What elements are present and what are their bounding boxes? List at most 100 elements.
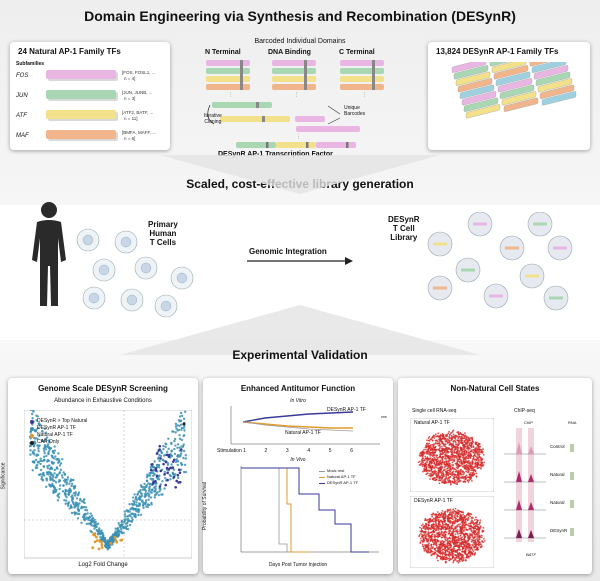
umap-desynr-label: DESynR AP-1 TF [414, 498, 453, 504]
umap-natural [410, 418, 494, 492]
screening-subtitle: Abundance in Exhaustive Conditions [54, 398, 152, 404]
human-silhouette-icon [32, 202, 66, 306]
family-name: JUN [16, 93, 28, 99]
c-terminal-domains [340, 60, 384, 90]
scrna-label: Single cell RNA-seq [412, 408, 457, 414]
domain-cloning-diagram: ⋮ ⋮ ⋮ ⋮ [206, 60, 384, 148]
family-members: [FOS, FOSL1, ... [122, 70, 156, 75]
funnel-shapes [120, 155, 480, 355]
legend-dot-icon [30, 419, 34, 424]
family-count: n = 6] [124, 136, 136, 141]
stimulation-tick: 1 [243, 448, 246, 454]
iterative-cloning-label: Iterative Cloning [204, 113, 222, 125]
unique-barcodes-label: Unique Barcodes [344, 105, 366, 117]
chip-row-label: DESynR [550, 528, 568, 533]
screening-panel: Genome Scale DESynR Screening Abundance … [0, 378, 198, 574]
family-domain-bar [46, 110, 116, 119]
survival-chart [240, 466, 379, 553]
library-cells-illustration [427, 212, 573, 311]
n-terminal-label: N Terminal [205, 49, 241, 56]
volcano-plot [24, 410, 192, 559]
family-name: FOS [16, 73, 29, 79]
legend-line-icon [319, 470, 325, 472]
validation-label: Experimental Validation [232, 348, 368, 362]
stimulation-tick: 2 [264, 448, 268, 454]
survival-xlabel: Days Post Tumor Injection [268, 562, 328, 568]
vivo-legend-entry: Mock rest [319, 468, 358, 474]
family-name: ATF [16, 113, 27, 119]
stimulation-tick: 3 [285, 448, 289, 454]
family-members: [BMFA, MAFF, ... [122, 130, 157, 135]
svg-text:⋮: ⋮ [228, 92, 233, 98]
antitumor-title: Enhanced Antitumor Function [240, 384, 356, 393]
chip-tracks [504, 428, 574, 542]
dna-binding-domains [272, 60, 316, 90]
dna-binding-label: DNA Binding [268, 49, 311, 56]
stimulation-tick: 5 [328, 448, 332, 454]
stimulation-tick: 4 [307, 448, 311, 454]
barcoded-label: Barcoded Individual Domains [254, 38, 346, 45]
screening-xlabel: Log2 Fold Change [78, 562, 128, 568]
stacked-library-illustration [451, 62, 577, 119]
legend-dot-icon [30, 440, 34, 445]
family-count: n = 4] [124, 76, 136, 81]
stimulation-tick: 6 [350, 448, 353, 454]
family-members: [JUN, JUNB, ... [122, 90, 153, 95]
svg-text:⋮: ⋮ [362, 92, 367, 98]
chip-row-label: Control [550, 444, 565, 449]
family-count: n = 11] [124, 116, 138, 121]
legend-line-icon [319, 476, 325, 478]
legend-entry: Natural AP-1 TF [30, 432, 87, 439]
vivo-legend-entry: DESynR AP-1 TF [319, 480, 358, 486]
umap-natural-label: Natural AP-1 TF [414, 420, 450, 426]
chip-header: ChIP [524, 420, 533, 425]
primary-cells-illustration [76, 228, 194, 318]
family-name: MAF [16, 133, 29, 139]
desynr-library-label: DESynR T Cell Library [388, 215, 420, 242]
vivo-legend-entry: Natural AP-1 TF [319, 474, 358, 480]
in-vivo-label: In Vivo [290, 457, 306, 463]
significance-mark: *** [381, 416, 387, 422]
natural-tfs-title: 24 Natural AP-1 Family TFs [18, 47, 121, 56]
gene-label: BATF [526, 552, 536, 557]
in-vitro-chart [230, 406, 380, 445]
screening-title: Genome Scale DESynR Screening [38, 384, 168, 393]
in-vitro-natural-label: Natural AP-1 TF [285, 430, 321, 436]
in-vivo-legend: Mock rest Natural AP-1 TF DESynR AP-1 TF [319, 468, 358, 486]
legend-dot-icon [30, 426, 34, 431]
family-count: n = 3] [124, 96, 136, 101]
legend-entry: DESynR > Top Natural [30, 418, 87, 425]
stimulation-ticks: 1 2 3 4 5 6 [243, 448, 353, 454]
family-domain-bar [46, 90, 116, 99]
family-members: [ATF2, BATF, ... [122, 110, 154, 115]
legend-entry: DESynR AP-1 TF [30, 425, 87, 432]
stimulation-label: Stimulation [217, 448, 242, 454]
in-vitro-desynr-label: DESynR AP-1 TF [327, 407, 366, 413]
nonnatural-panel: Non-Natural Cell States Single cell RNA-… [398, 378, 592, 574]
n-terminal-domains [206, 60, 250, 90]
chip-row-label: Natural [550, 472, 565, 477]
legend-dot-icon [30, 433, 34, 438]
in-vitro-label: In Vitro [290, 398, 306, 404]
desynr-tf-label: DESynR AP-1 Transcription Factor [218, 151, 333, 158]
desynr-tfs-title: 13,824 DESynR AP-1 Family TFs [436, 47, 559, 56]
nonnatural-title: Non-Natural Cell States [450, 384, 540, 393]
genomic-integration-label: Genomic Integration [249, 247, 327, 256]
desynr-tfs-panel: 13,824 DESynR AP-1 Family TFs [428, 42, 590, 150]
svg-text:⋮: ⋮ [294, 92, 299, 98]
antitumor-panel: Enhanced Antitumor Function In Vitro DES… [202, 378, 393, 574]
legend-entry: CAR Only [30, 439, 87, 446]
umap-desynr [410, 496, 494, 568]
chip-row-label: Natural [550, 500, 565, 505]
integration-arrow-icon [247, 257, 353, 265]
c-terminal-label: C Terminal [339, 49, 375, 56]
screening-ylabel: Significance [0, 462, 7, 490]
survival-ylabel: Probability of Survival [202, 481, 209, 531]
screening-legend: DESynR > Top Natural DESynR AP-1 TF Natura… [30, 418, 87, 446]
page-title: Domain Engineering via Synthesis and Rec… [84, 8, 516, 24]
legend-line-icon [319, 482, 325, 484]
natural-tfs-panel: 24 Natural AP-1 Family TFs Subfamilies F… [10, 42, 170, 150]
primary-tcells-label: Primary Human T Cells [148, 220, 178, 247]
family-domain-bar [46, 130, 116, 139]
chip-seq-label: ChIP-seq [514, 408, 535, 414]
